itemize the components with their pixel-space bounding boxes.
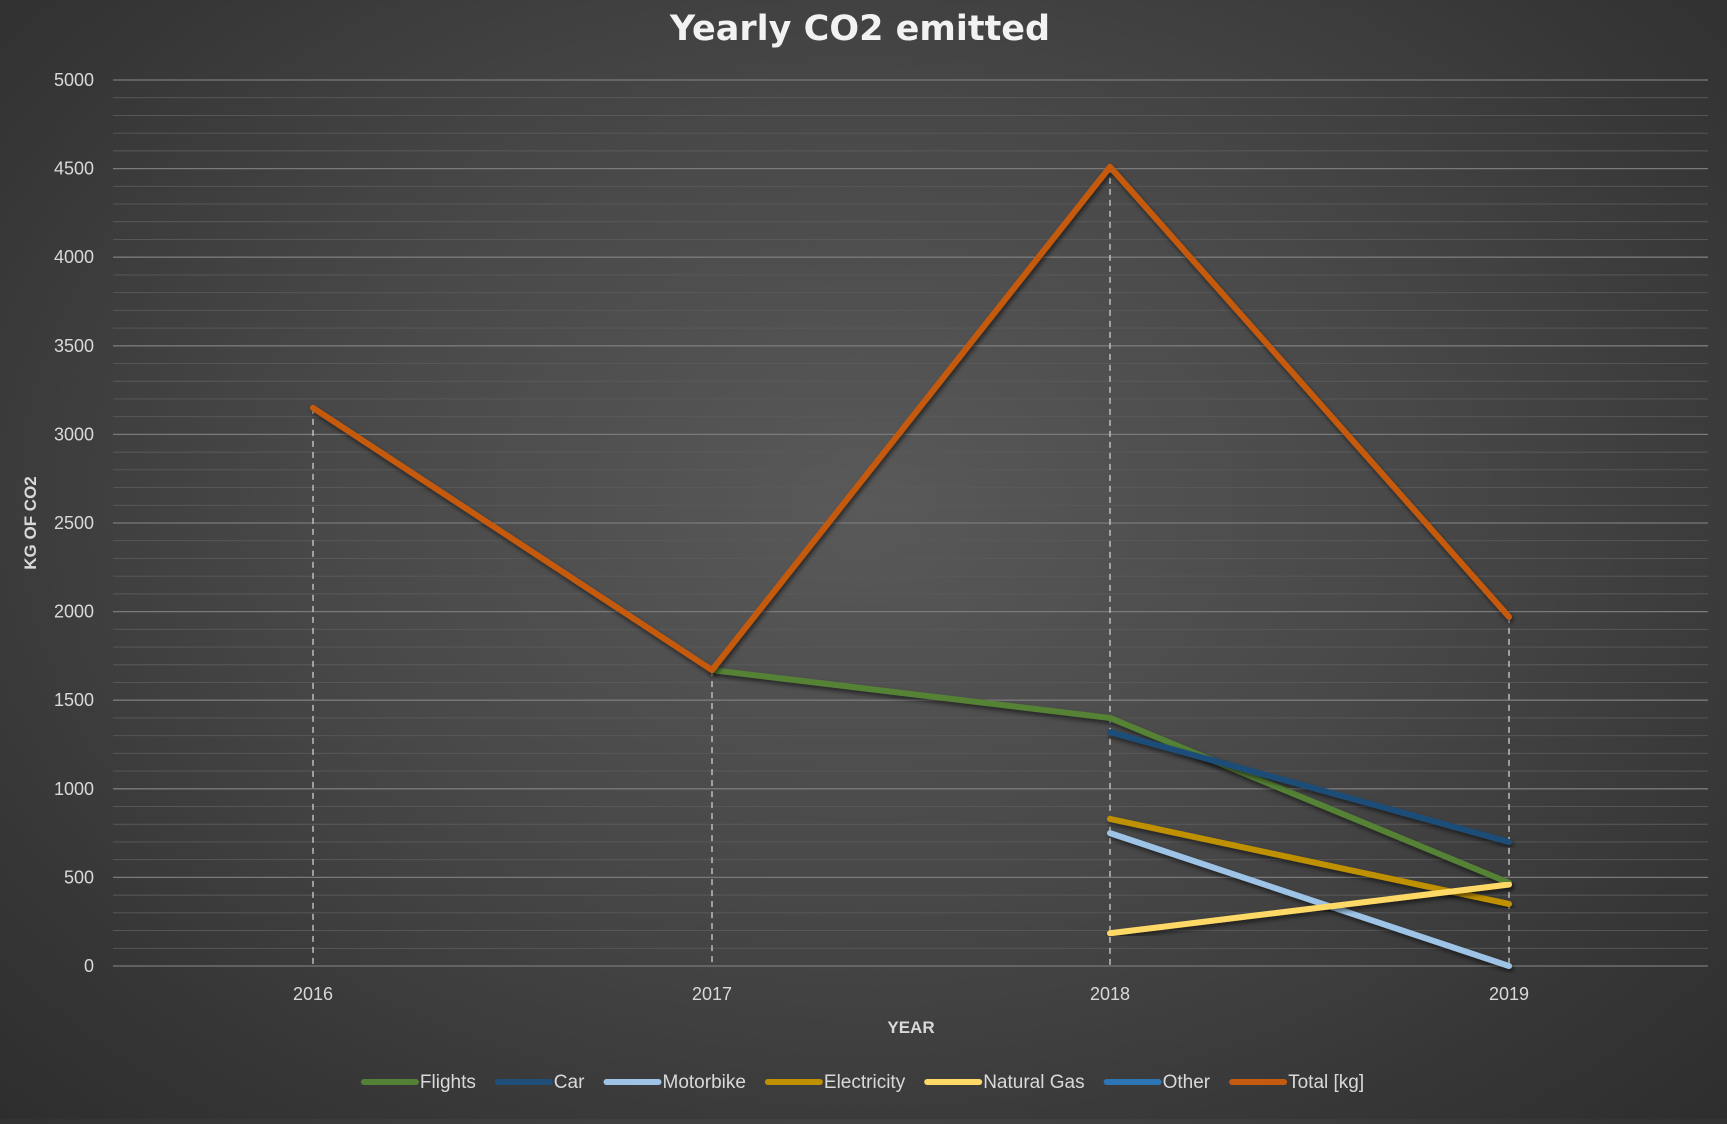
gridlines	[113, 79, 1708, 967]
y-tick-label: 3000	[54, 424, 94, 444]
y-tick-label: 4000	[54, 247, 94, 267]
y-tick-label: 1500	[54, 690, 94, 710]
legend-label: Flights	[420, 1072, 476, 1093]
legend-label: Total [kg]	[1288, 1072, 1364, 1093]
legend: Flights Car Motorbike Electricity Natural Ga…	[360, 1072, 1364, 1093]
series-line-natural-gas	[1107, 881, 1512, 937]
x-tick-label: 2019	[1489, 984, 1529, 1004]
series-lines	[310, 163, 1512, 969]
x-tick-label: 2017	[692, 984, 732, 1004]
x-tick-label: 2018	[1090, 984, 1130, 1004]
x-tick-label: 2016	[293, 984, 333, 1004]
y-tick-label: 1000	[54, 779, 94, 799]
legend-item-car: Car	[494, 1072, 585, 1093]
legend-label: Car	[554, 1072, 585, 1093]
legend-item-other: Other	[1103, 1072, 1211, 1093]
legend-label: Natural Gas	[983, 1072, 1084, 1093]
series-line-motorbike	[1107, 830, 1512, 969]
y-tick-label: 0	[84, 956, 94, 976]
legend-item-motorbike: Motorbike	[603, 1072, 746, 1093]
y-axis-title: KG OF CO2	[21, 476, 40, 570]
y-tick-label: 4500	[54, 159, 94, 179]
y-tick-label: 2000	[54, 602, 94, 622]
y-tick-label: 500	[64, 867, 94, 887]
series-line-flights	[709, 667, 1512, 886]
legend-label: Motorbike	[663, 1072, 746, 1093]
x-axis: 2016 2017 2018 2019	[293, 984, 1529, 1004]
legend-label: Electricity	[824, 1072, 906, 1093]
drop-lines	[312, 166, 1510, 966]
series-line-total-kg	[310, 163, 1512, 674]
y-tick-label: 3500	[54, 336, 94, 356]
legend-label: Other	[1163, 1072, 1211, 1093]
series-line-car	[1107, 729, 1512, 845]
x-axis-title: YEAR	[887, 1018, 934, 1037]
legend-item-natural-gas: Natural Gas	[924, 1072, 1085, 1093]
y-axis: 0 500 1000 1500 2000 2500 3000 3500 4000 4500 5000	[54, 70, 94, 976]
legend-item-electricity: Electricity	[764, 1072, 906, 1093]
chart-title: Yearly CO2 emitted	[669, 9, 1050, 49]
legend-item-flights: Flights	[360, 1072, 476, 1093]
y-tick-label: 5000	[54, 70, 94, 90]
legend-item-total-kg: Total [kg]	[1229, 1072, 1364, 1093]
y-tick-label: 2500	[54, 513, 94, 533]
